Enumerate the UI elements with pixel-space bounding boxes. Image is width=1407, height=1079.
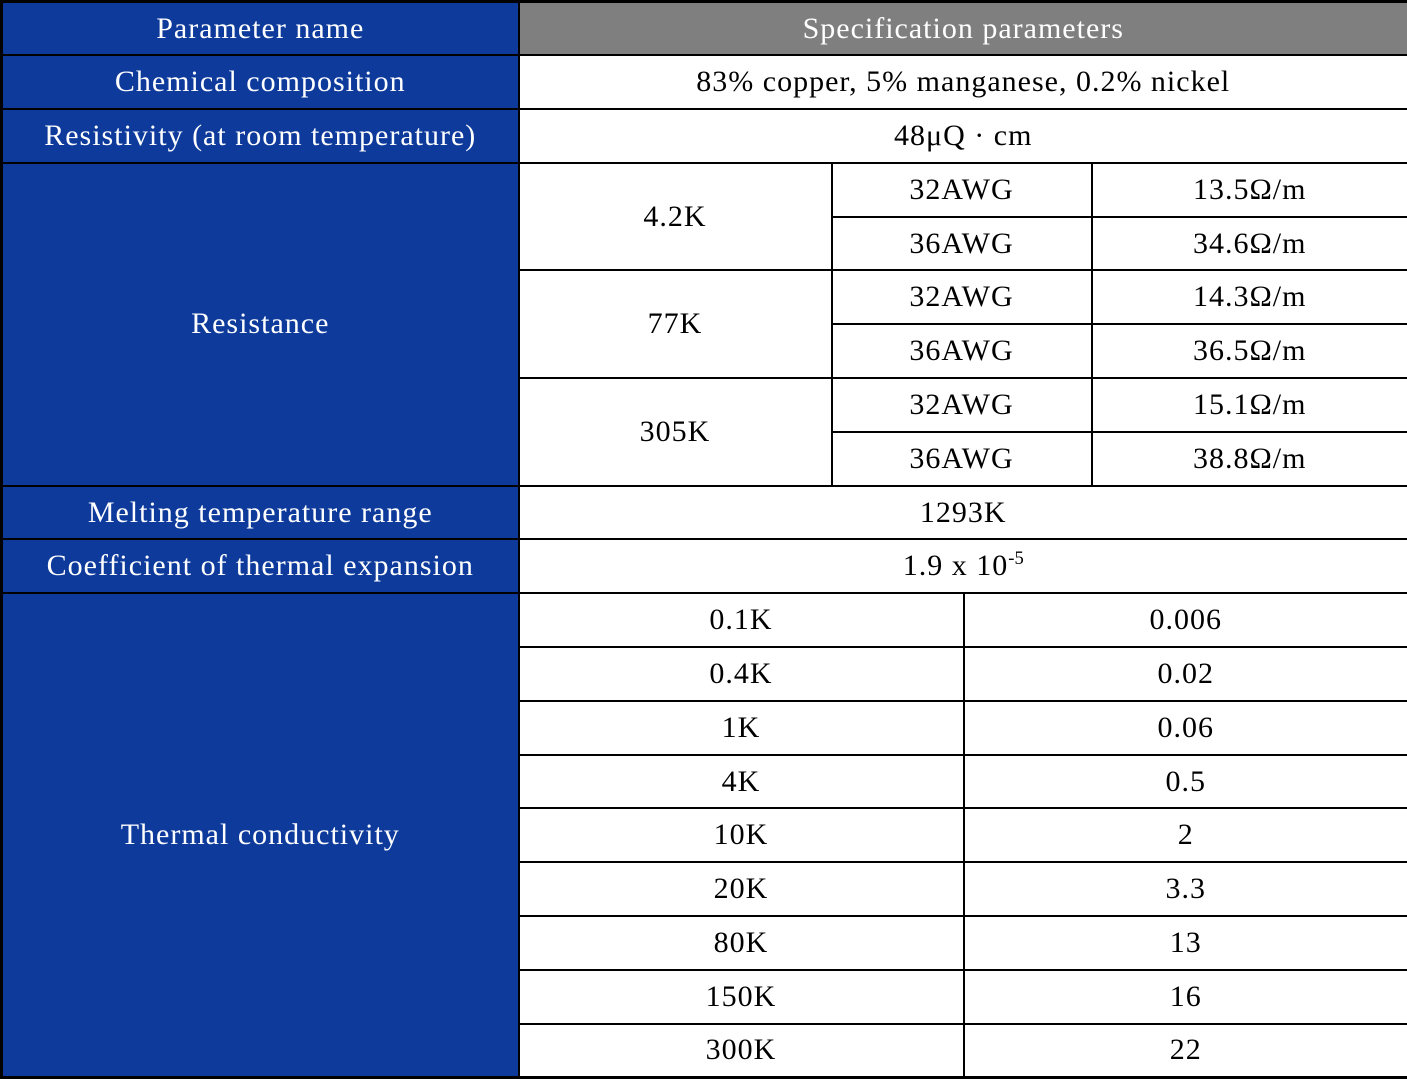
resistance-gauge-cell: 36AWG [832, 217, 1092, 271]
table-row: Coefficient of thermal expansion 1.9 x 1… [2, 539, 1407, 593]
conductivity-value-cell: 2 [964, 808, 1407, 862]
resistance-gauge-cell: 32AWG [832, 163, 1092, 217]
thermal-expansion-value-cell: 1.9 x 10-5 [519, 539, 1407, 593]
melting-temperature-label-cell: Melting temperature range [2, 486, 519, 540]
conductivity-value-cell: 13 [964, 916, 1407, 970]
conductivity-value-cell: 22 [964, 1024, 1407, 1078]
conductivity-value-cell: 0.5 [964, 755, 1407, 809]
resistivity-label-cell: Resistivity (at room temperature) [2, 109, 519, 163]
chemical-composition-label-cell: Chemical composition [2, 55, 519, 109]
resistivity-value-cell: 48μQ · cm [519, 109, 1407, 163]
resistance-label-cell: Resistance [2, 163, 519, 486]
conductivity-temp-cell: 0.1K [519, 593, 964, 647]
conductivity-temp-cell: 4K [519, 755, 964, 809]
resistance-temp-cell: 4.2K [519, 163, 832, 271]
conductivity-temp-cell: 1K [519, 701, 964, 755]
resistance-value-cell: 13.5Ω/m [1092, 163, 1407, 217]
conductivity-value-cell: 0.06 [964, 701, 1407, 755]
conductivity-temp-cell: 150K [519, 970, 964, 1024]
thermal-conductivity-label-cell: Thermal conductivity [2, 593, 519, 1077]
resistance-gauge-cell: 36AWG [832, 324, 1092, 378]
resistance-value-cell: 14.3Ω/m [1092, 270, 1407, 324]
conductivity-value-cell: 0.006 [964, 593, 1407, 647]
chemical-composition-value-cell: 83% copper, 5% manganese, 0.2% nickel [519, 55, 1407, 109]
table-row: Chemical composition 83% copper, 5% mang… [2, 55, 1407, 109]
resistance-gauge-cell: 36AWG [832, 432, 1092, 486]
parameter-name-header-cell: Parameter name [2, 2, 519, 56]
thermal-expansion-label-cell: Coefficient of thermal expansion [2, 539, 519, 593]
conductivity-temp-cell: 20K [519, 862, 964, 916]
table-row: Resistivity (at room temperature) 48μQ ·… [2, 109, 1407, 163]
resistance-value-cell: 15.1Ω/m [1092, 378, 1407, 432]
conductivity-temp-cell: 300K [519, 1024, 964, 1078]
melting-temperature-value-cell: 1293K [519, 486, 1407, 540]
resistance-value-cell: 38.8Ω/m [1092, 432, 1407, 486]
resistance-temp-cell: 305K [519, 378, 832, 486]
conductivity-value-cell: 16 [964, 970, 1407, 1024]
specification-parameters-header-cell: Specification parameters [519, 2, 1407, 56]
resistance-gauge-cell: 32AWG [832, 378, 1092, 432]
resistance-value-cell: 34.6Ω/m [1092, 217, 1407, 271]
resistance-gauge-cell: 32AWG [832, 270, 1092, 324]
table-header-row: Parameter name Specification parameters [2, 2, 1407, 56]
conductivity-temp-cell: 0.4K [519, 647, 964, 701]
conductivity-value-cell: 3.3 [964, 862, 1407, 916]
table-row: Melting temperature range 1293K [2, 486, 1407, 540]
resistance-value-cell: 36.5Ω/m [1092, 324, 1407, 378]
conductivity-value-cell: 0.02 [964, 647, 1407, 701]
table-row: Thermal conductivity 0.1K 0.006 [2, 593, 1407, 647]
thermal-expansion-exponent: -5 [1008, 548, 1024, 569]
conductivity-temp-cell: 10K [519, 808, 964, 862]
thermal-expansion-base: 1.9 x 10 [903, 549, 1009, 582]
table-row: Resistance 4.2K 32AWG 13.5Ω/m [2, 163, 1407, 217]
resistance-temp-cell: 77K [519, 270, 832, 378]
conductivity-temp-cell: 80K [519, 916, 964, 970]
